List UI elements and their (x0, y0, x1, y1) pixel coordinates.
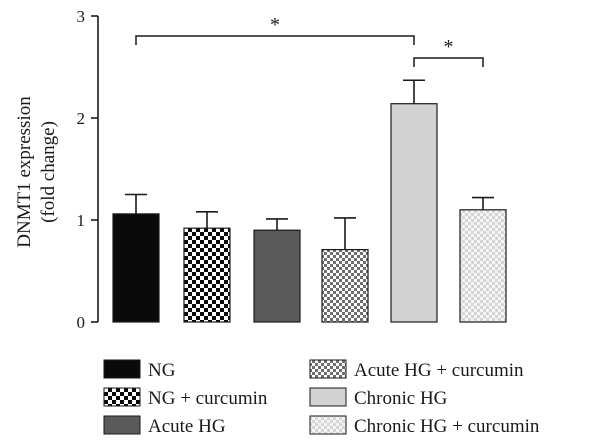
significance-bracket (135, 35, 415, 45)
legend-label: Acute HG (148, 416, 226, 437)
y-tick-label: 0 (77, 313, 86, 332)
y-axis-title: DNMT1 expression (fold change) (14, 96, 59, 248)
legend-label: Chronic HG + curcumin (354, 416, 540, 437)
legend-swatch (309, 387, 347, 407)
y-tick-label: 2 (77, 109, 86, 128)
bar (253, 229, 301, 323)
bars (112, 79, 507, 323)
y-axis-title-line-2: (fold change) (38, 121, 59, 223)
bar (459, 209, 507, 323)
legend-swatch (309, 415, 347, 435)
y-tick-label: 3 (77, 7, 86, 26)
bar (183, 227, 231, 323)
legend-swatch (309, 359, 347, 379)
legend-label: NG + curcumin (148, 388, 268, 409)
legend-swatch (103, 415, 141, 435)
legend-swatch (103, 359, 141, 379)
y-axis: 0 1 2 3 (77, 7, 99, 332)
legend-label: Chronic HG (354, 388, 448, 409)
legend: NG NG + curcumin Acute HG Acute HG + curcum… (103, 359, 540, 437)
significance-label: * (444, 36, 454, 58)
bar (112, 213, 160, 323)
significance-label: * (270, 14, 280, 36)
bar (390, 103, 438, 323)
legend-label: NG (148, 360, 176, 381)
significance-bracket (413, 57, 484, 67)
legend-label: Acute HG + curcumin (354, 360, 524, 381)
bar (321, 248, 369, 323)
legend-swatch (103, 387, 141, 407)
y-axis-title-line-1: DNMT1 expression (14, 96, 35, 248)
y-tick-label: 1 (77, 211, 86, 230)
significance-brackets: ** (135, 14, 484, 67)
